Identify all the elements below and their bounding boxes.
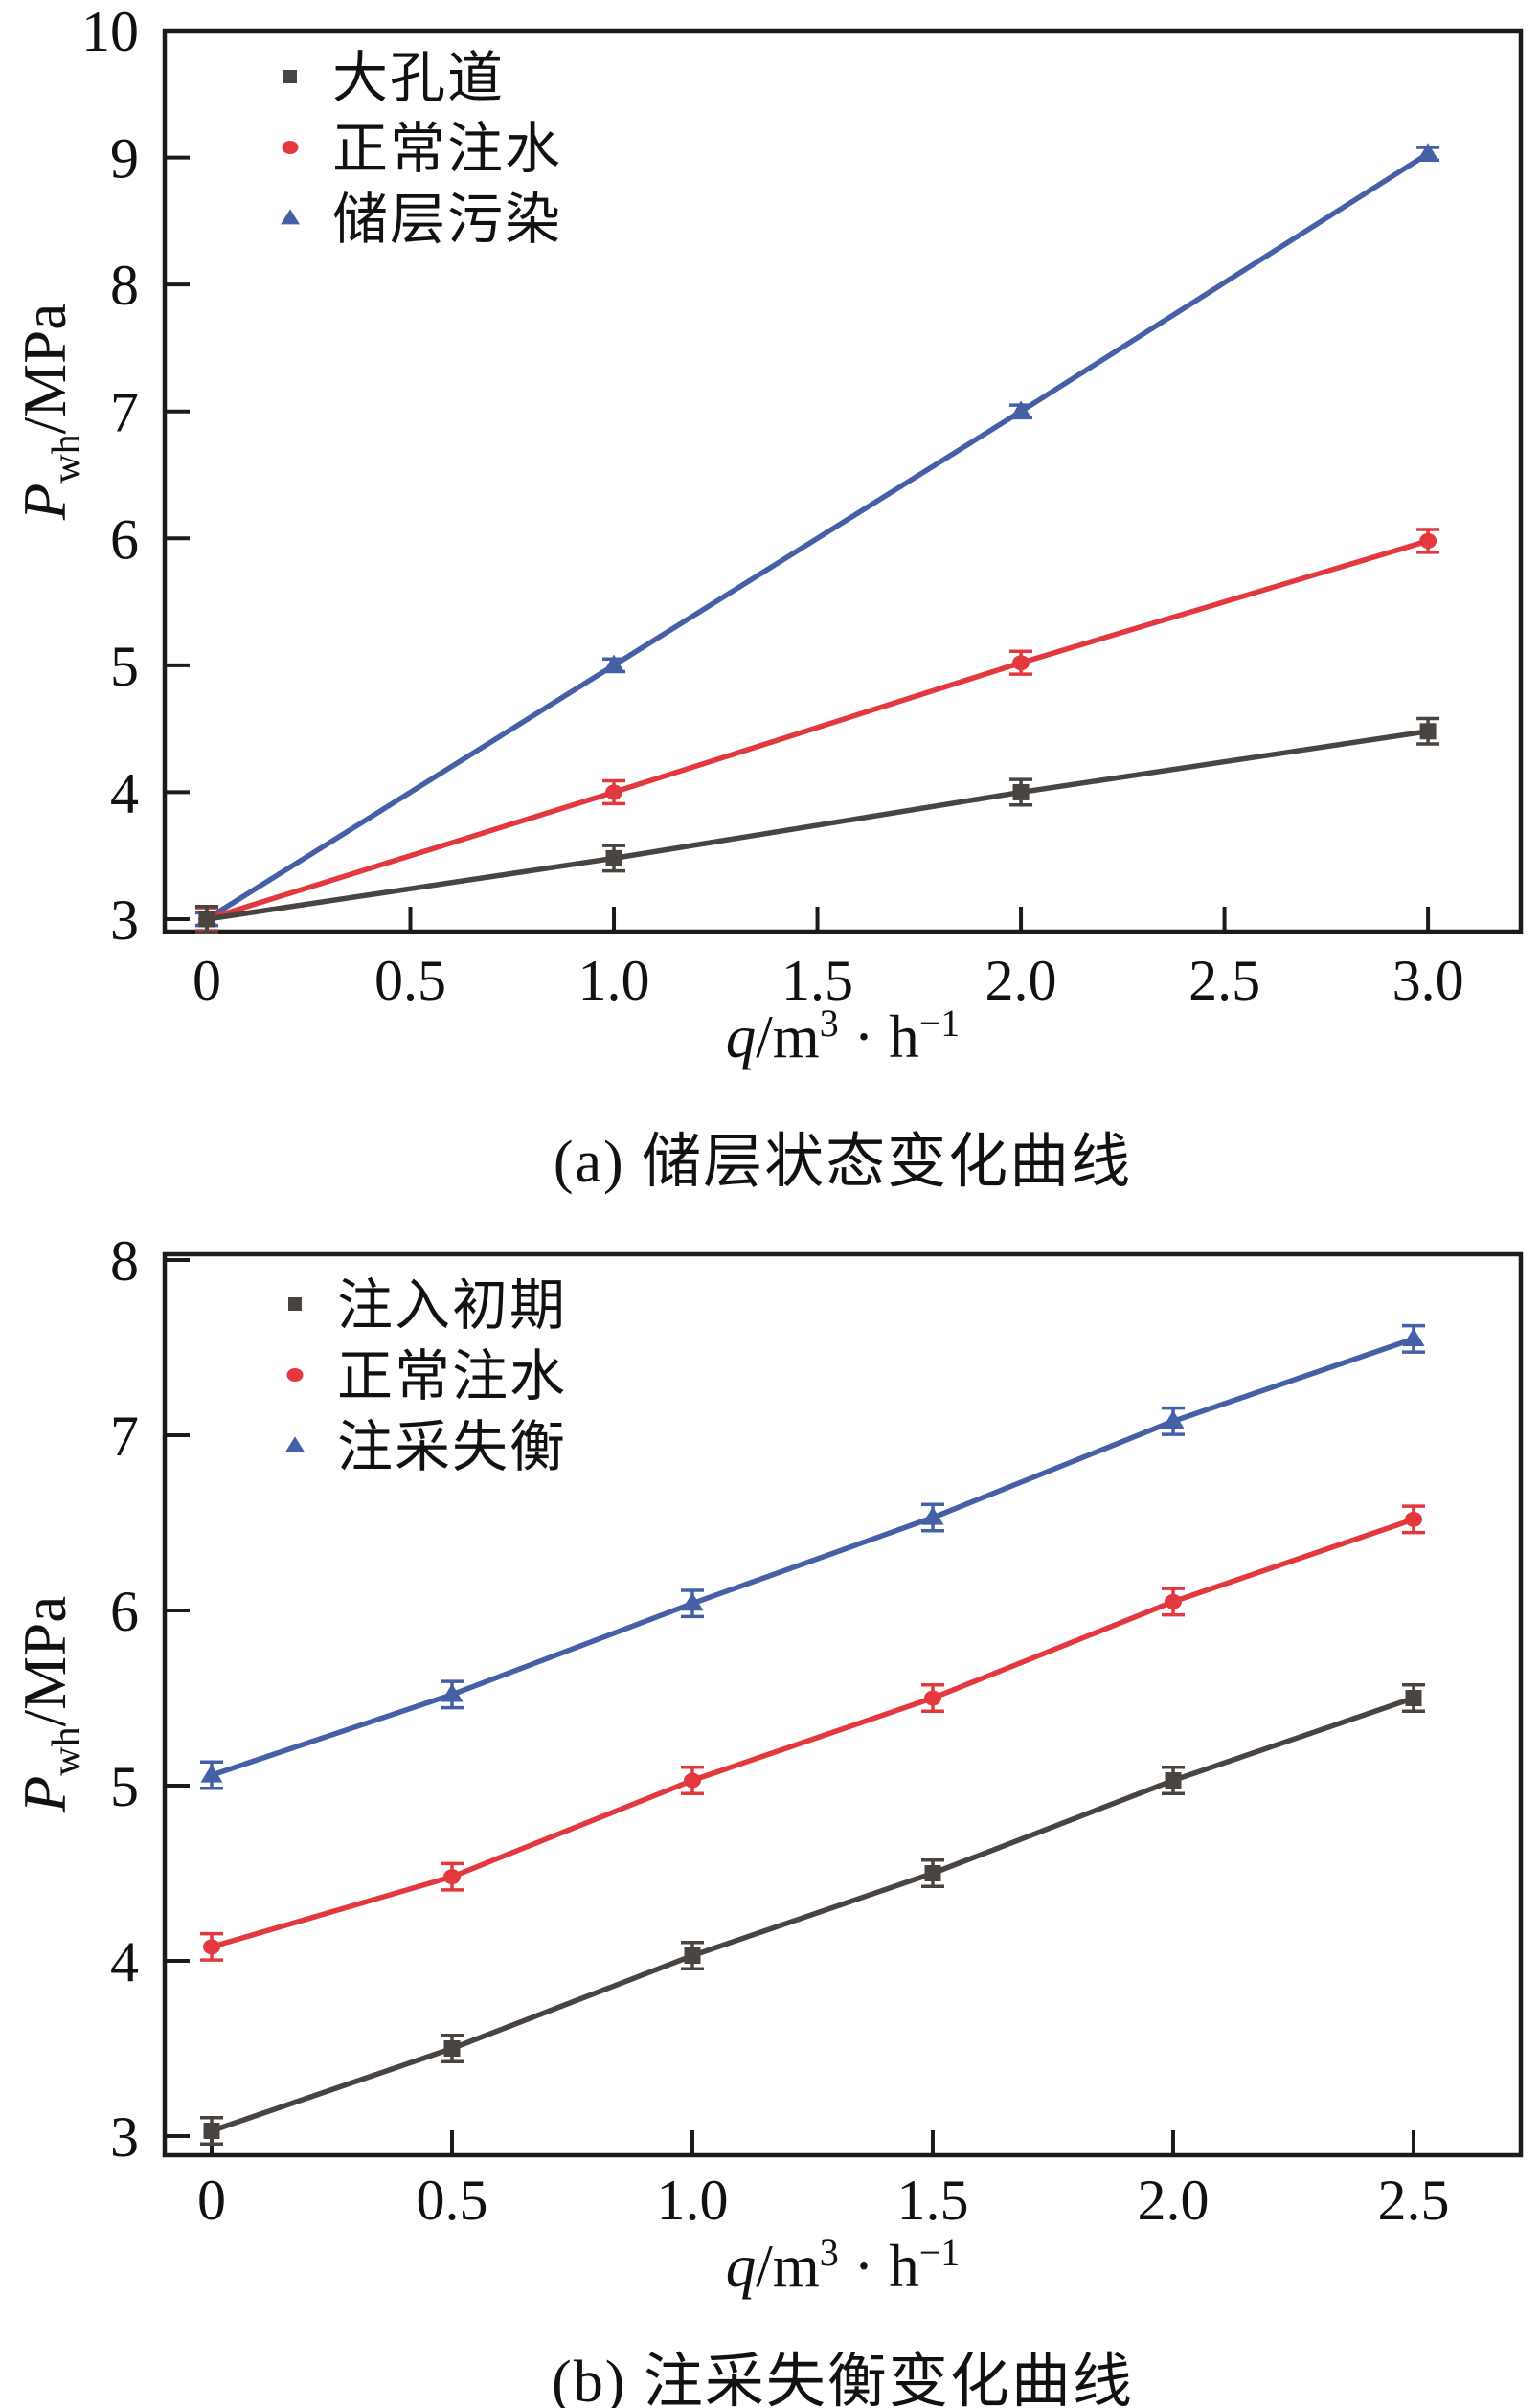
svg-text:注入初期: 注入初期 xyxy=(337,1274,567,1337)
svg-text:2.5: 2.5 xyxy=(1188,949,1260,1012)
chart-a-plot-box xyxy=(162,28,1524,934)
chart-a-series-circle xyxy=(194,528,1440,933)
svg-text:9: 9 xyxy=(110,127,139,191)
chart-b-caption: (b) 注采失衡变化曲线 xyxy=(552,2350,1134,2408)
chart-b-series-square xyxy=(199,1683,1426,2146)
svg-text:5: 5 xyxy=(110,635,139,698)
svg-text:3.0: 3.0 xyxy=(1392,949,1464,1012)
svg-text:0.5: 0.5 xyxy=(374,949,446,1012)
chart-b-series-circle xyxy=(199,1504,1426,1962)
svg-text:8: 8 xyxy=(110,1229,139,1293)
svg-text:0: 0 xyxy=(197,2169,226,2232)
chart-b-y-axis-title: Pwh/MPa xyxy=(11,1596,89,1813)
chart-a-axes: 0 0.5 1.0 1.5 2.0 2.5 3.0 3 4 5 6 7 8 9 10 xyxy=(81,0,1464,1012)
svg-text:5: 5 xyxy=(110,1755,139,1818)
svg-text:1.5: 1.5 xyxy=(781,949,853,1012)
svg-text:2.0: 2.0 xyxy=(985,949,1057,1012)
svg-text:7: 7 xyxy=(110,381,139,444)
chart-a-series-square xyxy=(194,716,1440,934)
svg-text:10: 10 xyxy=(81,0,139,63)
chart-a-y-axis-title: Pwh/MPa xyxy=(11,304,89,521)
svg-text:4: 4 xyxy=(110,761,139,824)
svg-text:正常注水: 正常注水 xyxy=(337,1345,567,1407)
chart-b-x-axis-title: q/m3 · h−1 xyxy=(726,2231,961,2300)
svg-text:3: 3 xyxy=(110,2105,139,2169)
svg-text:1.0: 1.0 xyxy=(656,2169,728,2232)
svg-text:8: 8 xyxy=(110,254,139,317)
svg-text:7: 7 xyxy=(110,1405,139,1468)
svg-text:0.5: 0.5 xyxy=(416,2169,487,2232)
svg-text:6: 6 xyxy=(110,1580,139,1643)
chart-a-series-triangle xyxy=(194,143,1440,928)
chart-a-caption: (a) 储层状态变化曲线 xyxy=(553,1130,1133,1195)
svg-text:3: 3 xyxy=(110,889,139,952)
chart-b-plot-box xyxy=(162,1251,1524,2158)
svg-text:大孔道: 大孔道 xyxy=(332,47,505,109)
chart-a-x-axis-title: q/m3 · h−1 xyxy=(726,1001,961,1070)
svg-text:2.0: 2.0 xyxy=(1138,2169,1210,2232)
svg-text:0: 0 xyxy=(192,949,221,1012)
svg-text:1.5: 1.5 xyxy=(897,2169,969,2232)
chart-b-series-triangle xyxy=(199,1323,1426,1790)
svg-text:6: 6 xyxy=(110,507,139,571)
chart-b: 0 0.5 1.0 1.5 2.0 2.5 3 4 5 6 7 8 q/m3 · h−1 Pwh/MPa 注… xyxy=(11,1229,1524,2300)
chart-b-axes: 0 0.5 1.0 1.5 2.0 2.5 3 4 5 6 7 8 xyxy=(110,1229,1450,2232)
svg-text:注采失衡: 注采失衡 xyxy=(337,1416,567,1478)
svg-text:1.0: 1.0 xyxy=(578,949,650,1012)
chart-a: 0 0.5 1.0 1.5 2.0 2.5 3.0 3 4 5 6 7 8 9 10 q/m3 · h−1 Pw… xyxy=(11,0,1524,1070)
svg-text:4: 4 xyxy=(110,1930,139,1993)
svg-text:2.5: 2.5 xyxy=(1378,2169,1450,2232)
svg-text:正常注水: 正常注水 xyxy=(332,118,562,180)
svg-text:储层污染: 储层污染 xyxy=(332,189,562,251)
